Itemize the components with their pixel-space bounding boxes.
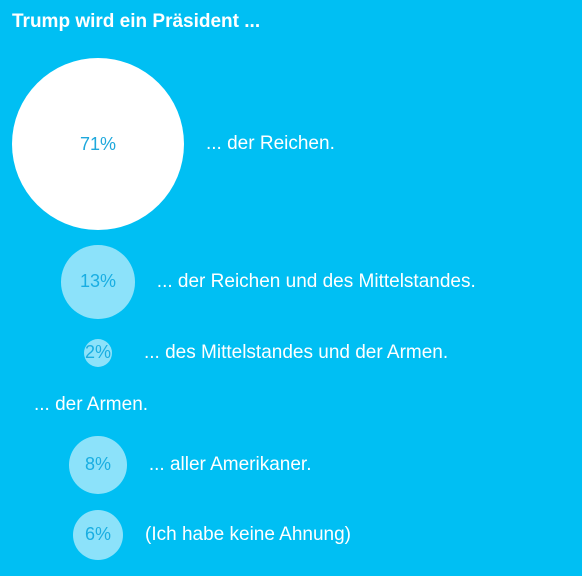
value-label-5: 8% bbox=[84, 454, 111, 475]
chart-title: Trump wird ein Präsident ... bbox=[12, 11, 261, 32]
category-label-2: ... der Reichen und des Mittelstandes. bbox=[156, 271, 476, 292]
category-label-3: ... des Mittelstandes und der Armen. bbox=[144, 342, 449, 363]
bubble-1: 71% bbox=[12, 58, 184, 230]
category-label-6: (Ich habe keine Ahnung) bbox=[145, 524, 351, 545]
value-label-6: 6% bbox=[84, 524, 111, 545]
category-label-4: ... der Armen. bbox=[34, 394, 149, 415]
bubble-3: 2% bbox=[83, 338, 113, 368]
bubble-5: 8% bbox=[69, 436, 127, 494]
bubble-6: 6% bbox=[72, 509, 123, 560]
value-label-2: 13% bbox=[79, 271, 116, 292]
bubble-2: 13% bbox=[61, 245, 135, 319]
value-label-3: 2% bbox=[84, 342, 111, 363]
category-label-5: ... aller Amerikaner. bbox=[148, 454, 312, 475]
category-label-1: ... der Reichen. bbox=[206, 133, 335, 154]
value-label-1: 71% bbox=[79, 133, 117, 154]
